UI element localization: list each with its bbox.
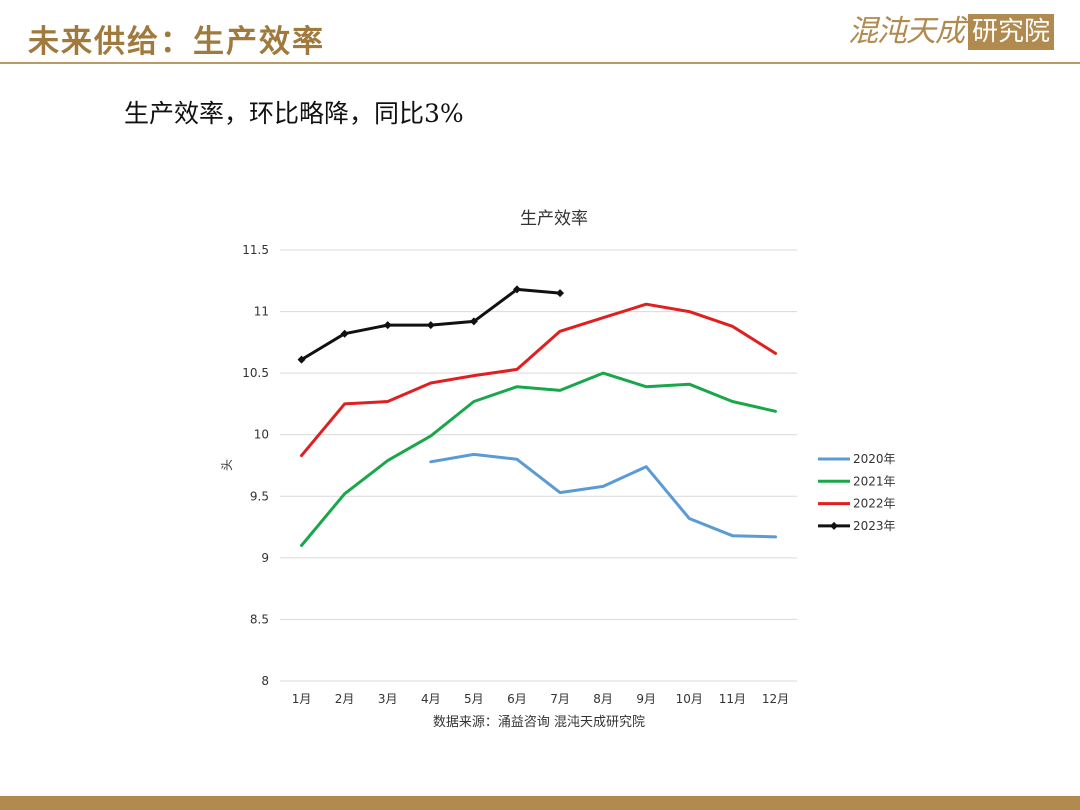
logo-box-text: 研究院 bbox=[968, 14, 1055, 50]
legend-label: 2022年 bbox=[853, 497, 896, 511]
series-line-0 bbox=[429, 452, 777, 539]
y-tick-label: 8.5 bbox=[250, 612, 269, 626]
series-line-1 bbox=[300, 371, 777, 547]
legend-marker bbox=[830, 521, 838, 530]
y-tick-label: 11 bbox=[254, 305, 269, 319]
x-tick-label: 1月 bbox=[292, 692, 312, 706]
data-point-marker bbox=[512, 285, 521, 294]
logo-script-text: 混沌天成 bbox=[848, 14, 965, 49]
x-tick-label: 3月 bbox=[378, 692, 398, 706]
y-tick-label: 10.5 bbox=[242, 366, 269, 380]
series-line-2 bbox=[300, 302, 777, 458]
x-tick-label: 2月 bbox=[335, 692, 355, 706]
slide-title: 未来供给：生产效率 bbox=[28, 24, 325, 60]
data-point-marker bbox=[469, 317, 478, 326]
y-tick-label: 10 bbox=[254, 428, 269, 442]
chart-title: 生产效率 bbox=[520, 209, 588, 229]
x-tick-label: 5月 bbox=[464, 692, 484, 706]
legend-label: 2020年 bbox=[853, 452, 896, 466]
y-tick-label: 9 bbox=[261, 551, 269, 565]
y-axis-ticks: 8 8.5 9 9.5 10 10.5 11 11.5 bbox=[242, 243, 269, 688]
x-tick-label: 4月 bbox=[421, 692, 441, 706]
y-axis-label: 头 bbox=[220, 459, 234, 471]
x-tick-label: 10月 bbox=[676, 692, 703, 706]
series-lines bbox=[297, 285, 777, 547]
y-tick-label: 8 bbox=[261, 674, 269, 688]
x-tick-label: 9月 bbox=[636, 692, 656, 706]
grid-lines bbox=[280, 249, 797, 682]
source-note: 数据来源：涌益咨询 混沌天成研究院 bbox=[433, 715, 645, 730]
chart-legend: 2020年 2021年 2022年 2023年 bbox=[818, 452, 896, 533]
legend-label: 2021年 bbox=[853, 474, 896, 488]
x-tick-label: 7月 bbox=[550, 692, 570, 706]
y-tick-label: 11.5 bbox=[242, 243, 269, 257]
brand-logo: 混沌天成 研究院 bbox=[848, 14, 1055, 50]
data-point-marker bbox=[556, 289, 565, 298]
slide-subtitle: 生产效率，环比略降，同比3% bbox=[124, 99, 464, 128]
x-tick-label: 11月 bbox=[719, 692, 746, 706]
x-tick-label: 8月 bbox=[593, 692, 613, 706]
y-tick-label: 9.5 bbox=[250, 489, 269, 503]
data-point-marker bbox=[340, 329, 349, 338]
legend-label: 2023年 bbox=[853, 519, 896, 533]
footer-bar bbox=[0, 796, 1080, 810]
x-axis-ticks: 1月 2月 3月 4月 5月 6月 7月 8月 9月 10月 11月 12月 bbox=[292, 692, 789, 706]
x-tick-label: 6月 bbox=[507, 692, 527, 706]
data-point-marker bbox=[426, 321, 435, 330]
data-point-marker bbox=[383, 321, 392, 330]
x-tick-label: 12月 bbox=[762, 692, 789, 706]
data-point-marker bbox=[297, 355, 306, 364]
header-divider bbox=[0, 62, 1080, 64]
